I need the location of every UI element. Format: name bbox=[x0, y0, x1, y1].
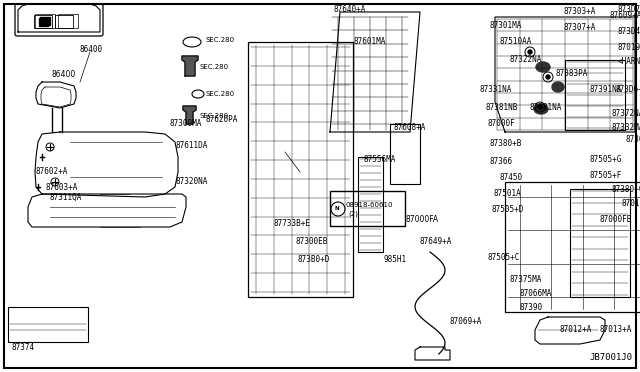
Bar bbox=[34, 15, 52, 28]
Text: 87380+B: 87380+B bbox=[490, 140, 522, 148]
Text: 87311QA: 87311QA bbox=[50, 192, 83, 202]
Text: 87556MA: 87556MA bbox=[363, 154, 396, 164]
Text: 985H1: 985H1 bbox=[384, 256, 407, 264]
Text: 87374: 87374 bbox=[12, 343, 35, 352]
Bar bbox=[55, 15, 73, 28]
Text: 87372NA: 87372NA bbox=[612, 109, 640, 119]
Text: 87000F: 87000F bbox=[487, 119, 515, 128]
Text: 87505+C: 87505+C bbox=[488, 253, 520, 262]
Ellipse shape bbox=[536, 62, 550, 72]
Bar bbox=[390, 124, 420, 184]
Bar bbox=[248, 42, 353, 297]
Ellipse shape bbox=[534, 104, 548, 114]
Text: JB7001J0: JB7001J0 bbox=[589, 353, 632, 362]
Text: 87501A: 87501A bbox=[493, 189, 521, 199]
Text: 87649+A: 87649+A bbox=[420, 237, 452, 247]
Text: 87016PA: 87016PA bbox=[622, 199, 640, 208]
Text: SEC.280: SEC.280 bbox=[205, 91, 234, 97]
Text: 87450: 87450 bbox=[500, 173, 523, 183]
Text: 87510AA: 87510AA bbox=[500, 38, 532, 46]
Text: 87505+D: 87505+D bbox=[492, 205, 524, 214]
Bar bbox=[8, 307, 88, 342]
Text: SEC.280: SEC.280 bbox=[200, 64, 229, 70]
Text: 87375MA: 87375MA bbox=[510, 275, 542, 283]
Text: 87303+A: 87303+A bbox=[563, 7, 595, 16]
Text: 87505+G: 87505+G bbox=[590, 155, 622, 164]
Text: 87620PA: 87620PA bbox=[205, 115, 237, 124]
Text: 87300EA: 87300EA bbox=[626, 135, 640, 144]
Text: 86400: 86400 bbox=[52, 70, 76, 79]
Text: 87305+A: 87305+A bbox=[575, 0, 607, 1]
Text: 87381NA: 87381NA bbox=[530, 103, 563, 112]
Text: 87733B+E: 87733B+E bbox=[273, 219, 310, 228]
Bar bbox=[35, 14, 55, 28]
Circle shape bbox=[538, 105, 542, 109]
Text: N: N bbox=[335, 206, 339, 212]
Text: 87332MA: 87332MA bbox=[612, 122, 640, 131]
Text: 87366: 87366 bbox=[490, 157, 513, 167]
Text: 87603+A: 87603+A bbox=[45, 183, 77, 192]
Text: 87307+A: 87307+A bbox=[563, 23, 595, 32]
Text: 87301MA: 87301MA bbox=[490, 20, 522, 29]
Bar bbox=[358, 157, 383, 252]
Text: 87300EB: 87300EB bbox=[295, 237, 328, 247]
Bar bbox=[39, 18, 48, 26]
Text: 87069+A: 87069+A bbox=[450, 317, 483, 327]
Text: 08918-60610: 08918-60610 bbox=[346, 202, 394, 208]
Polygon shape bbox=[183, 106, 196, 124]
Text: 873D7MA: 873D7MA bbox=[617, 6, 640, 15]
Text: 87331NA: 87331NA bbox=[480, 84, 513, 93]
Text: 86400: 86400 bbox=[80, 45, 103, 54]
Text: 87013+A: 87013+A bbox=[600, 326, 632, 334]
Text: 87608+A: 87608+A bbox=[393, 122, 426, 131]
Text: 87066MA: 87066MA bbox=[520, 289, 552, 298]
Text: 87322NA: 87322NA bbox=[510, 55, 542, 64]
Bar bbox=[330, 191, 405, 226]
Text: 87391NA: 87391NA bbox=[590, 86, 622, 94]
Bar bbox=[565, 60, 625, 130]
Bar bbox=[570, 189, 630, 297]
Text: SEC.280: SEC.280 bbox=[205, 37, 234, 43]
Text: 87012+A: 87012+A bbox=[560, 326, 593, 334]
Circle shape bbox=[546, 75, 550, 79]
Text: <HARNESS>: <HARNESS> bbox=[618, 58, 640, 67]
Text: 87000FB: 87000FB bbox=[600, 215, 632, 224]
Text: 87300MA: 87300MA bbox=[170, 119, 202, 128]
Bar bbox=[58, 14, 78, 28]
Text: 873B0+D: 873B0+D bbox=[298, 254, 330, 263]
Text: SEC.280: SEC.280 bbox=[200, 113, 229, 119]
Bar bbox=[505, 182, 640, 312]
Text: 87390: 87390 bbox=[520, 304, 543, 312]
Text: 87611DA: 87611DA bbox=[175, 141, 207, 150]
Text: 87381NB: 87381NB bbox=[485, 103, 517, 112]
Text: 87609+A: 87609+A bbox=[610, 12, 640, 20]
Polygon shape bbox=[182, 56, 198, 76]
Text: 87383PA: 87383PA bbox=[555, 70, 588, 78]
Text: 87601MA: 87601MA bbox=[354, 38, 387, 46]
Text: 87602+A: 87602+A bbox=[35, 167, 67, 176]
Text: 87000FA: 87000FA bbox=[406, 215, 439, 224]
Circle shape bbox=[528, 50, 532, 54]
Bar bbox=[40, 17, 50, 25]
Text: 87019MA: 87019MA bbox=[618, 42, 640, 51]
Text: 873D6+A: 873D6+A bbox=[615, 84, 640, 93]
Text: 87505+F: 87505+F bbox=[590, 170, 622, 180]
Text: 87380+C: 87380+C bbox=[612, 185, 640, 193]
Text: 87640+A: 87640+A bbox=[333, 6, 365, 15]
Text: 87320NA: 87320NA bbox=[175, 177, 207, 186]
Ellipse shape bbox=[552, 82, 564, 92]
Text: (2): (2) bbox=[348, 211, 358, 217]
Text: 873D4+A: 873D4+A bbox=[618, 28, 640, 36]
